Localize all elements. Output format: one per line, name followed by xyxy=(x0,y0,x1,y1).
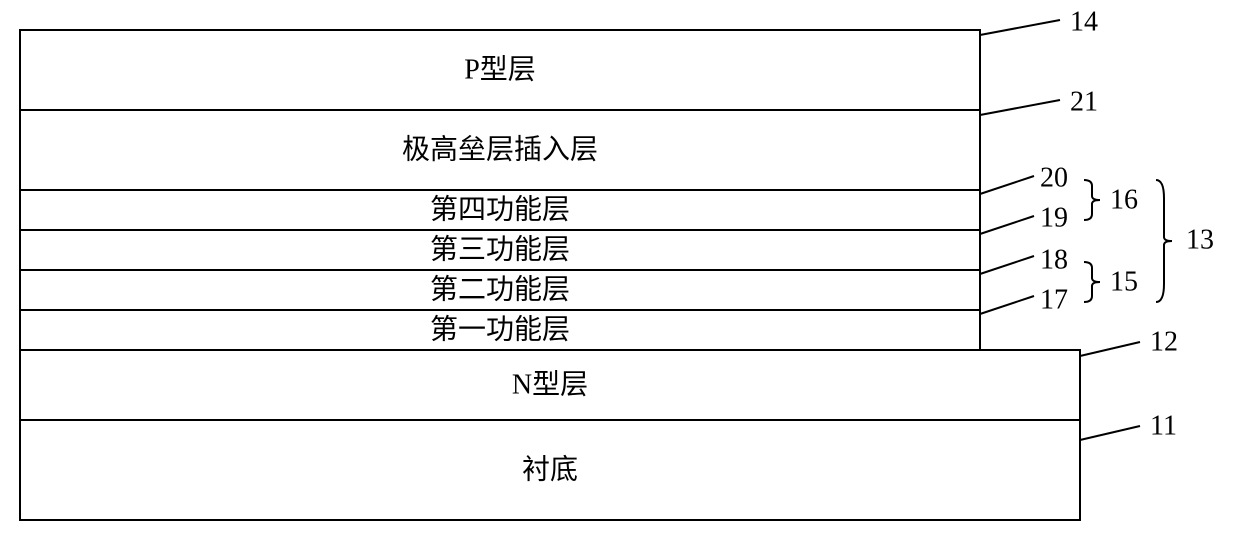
brace-path-16 xyxy=(1084,180,1100,220)
layer-label-p-type: P型层 xyxy=(464,53,536,85)
lead-12: 12 xyxy=(1080,326,1178,357)
brace-16: 16 xyxy=(1084,180,1138,220)
lead-line-11 xyxy=(1080,426,1140,440)
layer-label-func1: 第一功能层 xyxy=(430,313,570,345)
layer-label-func3: 第三功能层 xyxy=(430,233,570,265)
braces-group: 15 16 13 xyxy=(1084,180,1214,302)
layer-label-func4: 第四功能层 xyxy=(430,193,570,225)
brace-13: 13 xyxy=(1156,180,1214,302)
lead-line-14 xyxy=(980,20,1060,35)
lead-11: 11 xyxy=(1080,410,1177,441)
lead-14: 14 xyxy=(980,6,1098,37)
ref-label-14: 14 xyxy=(1070,6,1098,37)
ref-label-19: 19 xyxy=(1040,202,1068,233)
ref-label-18: 18 xyxy=(1040,244,1068,275)
layer-label-func2: 第二功能层 xyxy=(430,273,570,305)
layer-barrier: 极高垒层插入层 xyxy=(20,110,980,190)
brace-15: 15 xyxy=(1084,262,1138,302)
lead-17: 17 xyxy=(980,284,1068,315)
layers-group: 衬底 N型层 第一功能层 第二功能层 第三功能层 第四功能层 极高垒层插入层 P型层 xyxy=(20,30,1080,520)
layer-n-type: N型层 xyxy=(20,350,1080,420)
lead-line-21 xyxy=(980,100,1060,115)
lead-line-18 xyxy=(980,256,1034,274)
ref-label-21: 21 xyxy=(1070,86,1098,117)
brace-label-15: 15 xyxy=(1110,266,1138,297)
brace-path-15 xyxy=(1084,262,1100,302)
layer-func2: 第二功能层 xyxy=(20,270,980,310)
brace-label-13: 13 xyxy=(1186,224,1214,255)
lead-18: 18 xyxy=(980,244,1068,275)
ref-label-17: 17 xyxy=(1040,284,1068,315)
ref-label-11: 11 xyxy=(1150,410,1177,441)
layer-stack-diagram: 衬底 N型层 第一功能层 第二功能层 第三功能层 第四功能层 极高垒层插入层 P型层 14 21… xyxy=(0,0,1240,542)
layer-substrate: 衬底 xyxy=(20,420,1080,520)
layer-label-n-type: N型层 xyxy=(512,368,588,400)
lead-20: 20 xyxy=(980,162,1068,194)
brace-label-16: 16 xyxy=(1110,184,1138,215)
lead-19: 19 xyxy=(980,202,1068,234)
lead-line-20 xyxy=(980,176,1034,194)
brace-path-13 xyxy=(1156,180,1172,302)
layer-p-type: P型层 xyxy=(20,30,980,110)
ref-label-12: 12 xyxy=(1150,326,1178,357)
lead-line-19 xyxy=(980,216,1034,234)
layer-func1: 第一功能层 xyxy=(20,310,980,350)
layer-func3: 第三功能层 xyxy=(20,230,980,270)
lead-line-17 xyxy=(980,296,1034,314)
layer-func4: 第四功能层 xyxy=(20,190,980,230)
lead-line-12 xyxy=(1080,342,1140,356)
ref-label-20: 20 xyxy=(1040,162,1068,193)
lead-21: 21 xyxy=(980,86,1098,117)
layer-label-barrier: 极高垒层插入层 xyxy=(402,133,598,165)
layer-label-substrate: 衬底 xyxy=(522,453,578,485)
